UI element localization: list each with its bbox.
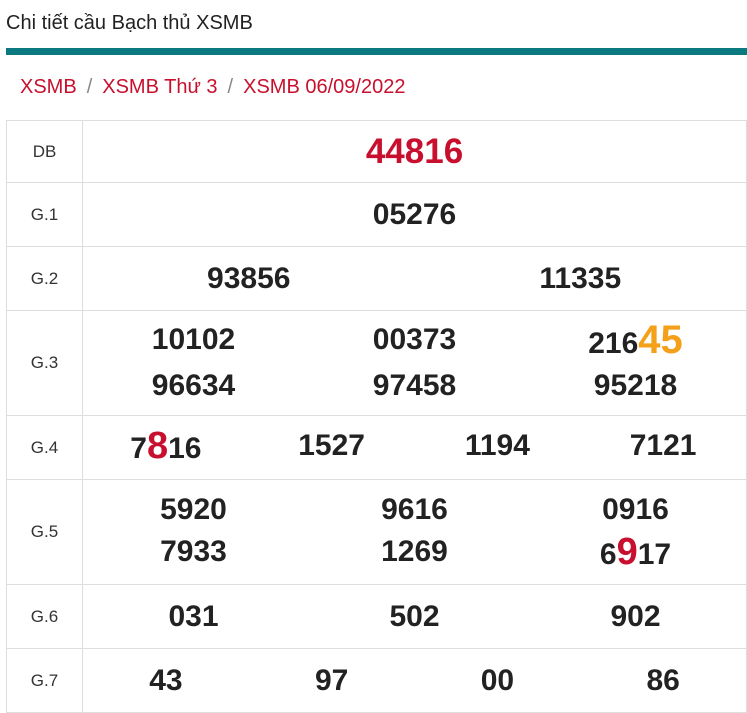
page-title: Chi tiết cầu Bạch thủ XSMB: [6, 12, 253, 34]
prize-number: 05276: [372, 197, 457, 231]
prize-label: G.5: [6, 480, 83, 584]
prize-number: 7816: [83, 425, 249, 470]
number-digits: 216: [588, 327, 639, 360]
prize-number: 86: [646, 663, 680, 697]
result-row: G.7 43 97 00 86: [6, 649, 747, 713]
number-digits: 17: [637, 537, 672, 571]
prize-number: 97: [314, 663, 349, 697]
prize-number: 00373: [372, 323, 457, 356]
result-row: G.2 93856 11335: [6, 247, 747, 311]
prize-number: 11335: [539, 261, 622, 295]
number-digits: 16: [168, 432, 202, 465]
prize-number: 031: [168, 599, 219, 633]
breadcrumb-separator: /: [86, 76, 93, 98]
prize-number: 502: [389, 599, 440, 633]
breadcrumb-link[interactable]: XSMB 06/09/2022: [243, 76, 406, 98]
prize-number: 1269: [381, 534, 448, 568]
number-digits: 6: [599, 537, 617, 571]
result-row: G.4 7816 1527 1194 7121: [6, 416, 747, 480]
result-row: G.3 10102 00373 21645 96634 97458 95218: [6, 311, 747, 416]
prize-number: 6917: [525, 531, 746, 576]
prize-label: G.6: [6, 585, 83, 648]
prize-number: 1527: [298, 429, 365, 462]
prize-number: 7121: [629, 429, 697, 462]
result-row: G.5 5920 9616 0916 7933 1269 6917: [6, 480, 747, 585]
prize-numbers: 05276: [83, 183, 747, 246]
prize-number: 00: [480, 663, 515, 697]
prize-number: 5920: [160, 492, 227, 526]
highlight-digits: 45: [638, 318, 683, 362]
result-row: G.6 031 502 902: [6, 585, 747, 649]
prize-numbers: 5920 9616 0916 7933 1269 6917: [83, 480, 747, 584]
prize-number: 7933: [160, 534, 227, 568]
title-underline: [6, 48, 747, 55]
breadcrumb-link[interactable]: XSMB: [20, 76, 77, 98]
prize-label: G.7: [6, 649, 83, 712]
prize-number: 9616: [381, 492, 448, 526]
prize-number: 21645: [525, 319, 746, 365]
prize-number: 0916: [602, 492, 669, 526]
breadcrumb-separator: /: [227, 76, 234, 98]
breadcrumb: XSMB / XSMB Thứ 3 / XSMB 06/09/2022: [20, 76, 405, 99]
prize-numbers: 43 97 00 86: [83, 649, 747, 712]
highlight-digits: 8: [146, 425, 169, 467]
results-table: DB 44816 G.1 05276 G.2 93856 11335 G.3 10102 0037…: [6, 120, 747, 713]
prize-label: G.3: [6, 311, 83, 415]
prize-number: 10102: [151, 323, 236, 356]
number-digits: 7: [130, 432, 147, 465]
prize-number: 44816: [365, 131, 464, 171]
prize-label: G.4: [6, 416, 83, 479]
prize-label: G.2: [6, 247, 83, 310]
prize-number: 93856: [207, 261, 291, 295]
prize-number: 95218: [593, 369, 678, 402]
breadcrumb-link[interactable]: XSMB Thứ 3: [102, 76, 218, 98]
result-row: G.1 05276: [6, 183, 747, 247]
prize-numbers: 44816: [83, 121, 747, 182]
prize-number: 97458: [372, 369, 457, 402]
prize-number: 43: [149, 663, 183, 697]
prize-numbers: 93856 11335: [83, 247, 747, 310]
prize-numbers: 031 502 902: [83, 585, 747, 648]
prize-number: 96634: [151, 369, 236, 402]
prize-number: 902: [610, 599, 661, 633]
prize-numbers: 7816 1527 1194 7121: [83, 416, 747, 479]
highlight-digits: 9: [616, 530, 638, 573]
prize-numbers: 10102 00373 21645 96634 97458 95218: [83, 311, 747, 415]
prize-label: G.1: [6, 183, 83, 246]
prize-label: DB: [6, 121, 83, 182]
prize-number: 1194: [464, 429, 530, 462]
result-row: DB 44816: [6, 121, 747, 183]
